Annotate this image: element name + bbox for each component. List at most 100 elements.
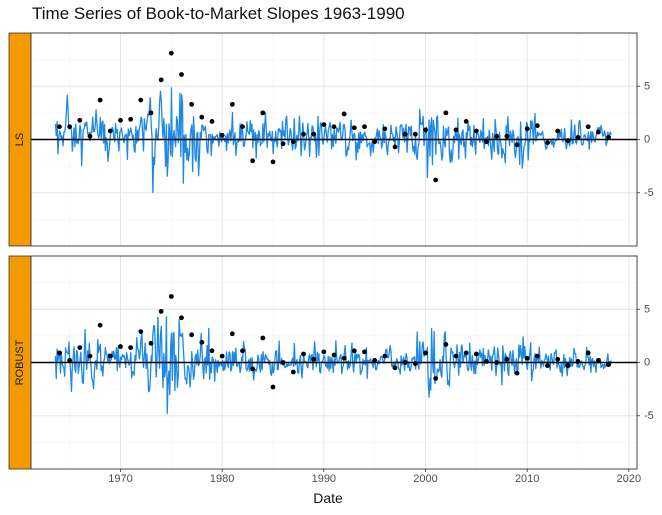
annual-point <box>199 114 205 120</box>
panel-robust: ROBUST -5 0 5 <box>8 255 654 470</box>
annual-point <box>402 360 408 365</box>
panel-ls: LS -5 0 5 <box>8 32 654 247</box>
annual-point <box>168 50 174 56</box>
annual-point <box>443 110 449 116</box>
annual-point <box>199 339 205 345</box>
annual-point <box>189 332 195 338</box>
annual-point <box>534 123 540 129</box>
annual-point <box>433 177 439 183</box>
annual-point <box>250 158 256 164</box>
annual-point <box>504 133 510 139</box>
annual-point <box>229 331 235 337</box>
annual-point <box>575 359 581 364</box>
annual-point <box>473 351 479 357</box>
annual-point <box>107 353 113 359</box>
annual-point <box>209 118 215 124</box>
facet-strip-label: ROBUST <box>14 339 26 385</box>
annual-point <box>514 370 520 376</box>
annual-point <box>280 141 286 147</box>
annual-point <box>534 353 540 359</box>
annual-point <box>514 142 520 148</box>
annual-point <box>443 341 449 347</box>
y-tick-label: 5 <box>644 80 650 92</box>
annual-point <box>321 349 327 355</box>
annual-point <box>575 134 581 140</box>
annual-point <box>494 133 500 139</box>
annual-point <box>463 118 469 124</box>
annual-point <box>331 352 337 358</box>
annual-point <box>148 340 154 346</box>
annual-point <box>392 365 398 371</box>
annual-point <box>260 110 266 116</box>
x-axis-title: Date <box>313 490 343 506</box>
annual-point <box>453 353 459 359</box>
annual-point <box>494 360 500 365</box>
x-tick-label: 1990 <box>312 473 336 485</box>
annual-point <box>473 128 479 134</box>
annual-point <box>138 329 144 335</box>
annual-point <box>179 315 184 321</box>
annual-point <box>128 116 134 122</box>
annual-point <box>118 117 123 123</box>
annual-point <box>524 355 530 361</box>
annual-point <box>158 77 164 83</box>
annual-point <box>97 322 103 328</box>
annual-point <box>463 350 469 356</box>
annual-point <box>372 139 378 145</box>
annual-point <box>77 345 83 350</box>
y-tick-label: 0 <box>644 134 650 146</box>
x-axis: 1970 1980 1990 2000 2010 2020 <box>108 469 641 485</box>
annual-point <box>311 356 317 362</box>
annual-point <box>545 363 550 369</box>
annual-point <box>585 350 591 356</box>
annual-point <box>301 131 306 137</box>
annual-point <box>484 359 489 364</box>
annual-point <box>67 124 73 130</box>
series-line-robust <box>54 316 612 414</box>
annual-point <box>57 124 62 130</box>
annual-point <box>423 350 428 356</box>
annual-point <box>362 349 367 355</box>
annual-point <box>97 97 103 103</box>
annual-point <box>219 353 225 359</box>
chart-title: Time Series of Book-to-Market Slopes 196… <box>32 4 405 23</box>
annual-point <box>158 308 164 314</box>
annual-point <box>453 127 459 133</box>
panels-layer: LS -5 0 5 ROBUST -5 0 5 <box>8 32 654 470</box>
annual-point <box>148 110 154 116</box>
y-tick-label: -5 <box>644 187 654 199</box>
annual-point <box>77 117 83 123</box>
annual-point <box>555 356 561 362</box>
annual-point <box>240 348 245 354</box>
annual-point <box>412 131 418 137</box>
annual-point <box>57 350 62 356</box>
x-tick-label: 2000 <box>413 473 437 485</box>
annual-point <box>301 351 306 357</box>
annual-point <box>341 355 347 361</box>
x-tick-label: 2020 <box>617 473 641 485</box>
annual-point <box>372 357 378 363</box>
annual-point <box>606 362 611 368</box>
annual-point <box>351 125 357 131</box>
annual-point <box>585 124 591 130</box>
annual-point <box>321 122 327 127</box>
annual-point <box>351 348 357 354</box>
annual-point <box>209 348 215 354</box>
annual-point <box>392 144 398 150</box>
y-tick-label: 5 <box>644 303 650 315</box>
annual-point <box>229 101 235 107</box>
annual-point <box>240 124 245 130</box>
annual-point <box>87 133 93 139</box>
annual-point <box>260 335 266 341</box>
annual-point <box>107 128 113 134</box>
annual-point <box>402 131 408 137</box>
annual-point <box>179 72 184 77</box>
annual-point <box>67 357 73 363</box>
annual-point <box>606 134 611 140</box>
annual-point <box>423 127 428 133</box>
annual-point <box>290 139 296 145</box>
y-tick-label: 0 <box>644 357 650 369</box>
annual-point <box>270 159 276 165</box>
y-tick-label: -5 <box>644 410 654 422</box>
